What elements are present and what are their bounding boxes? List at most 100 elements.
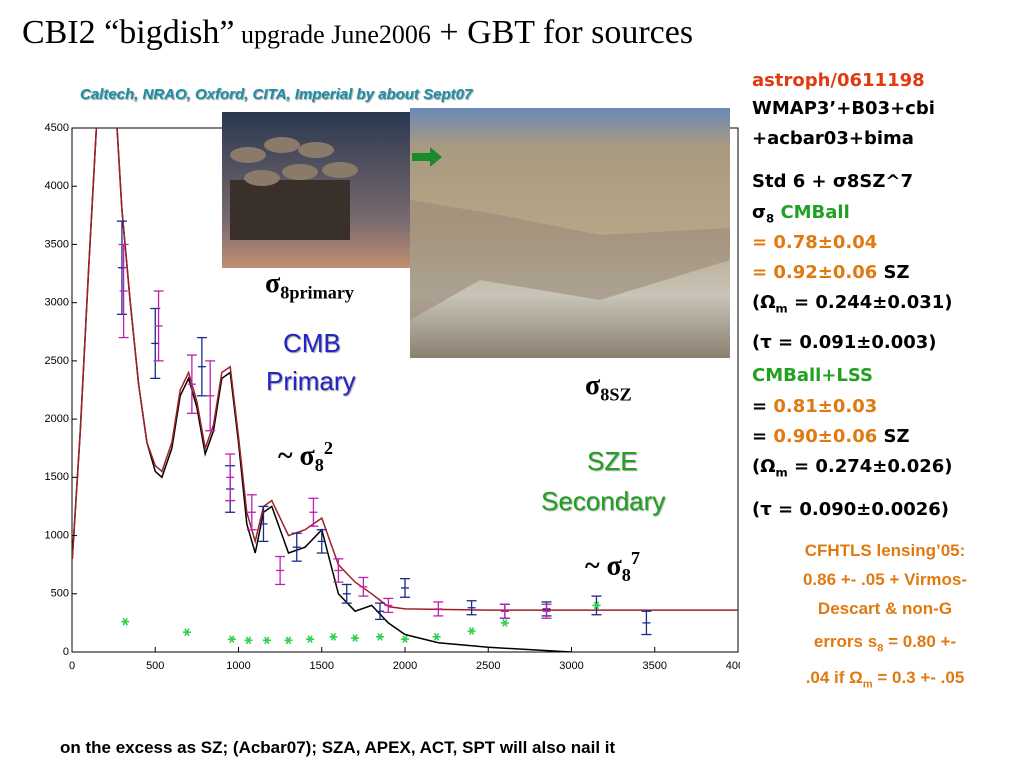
x-tick-label: 3500 [643, 660, 667, 672]
telescope-dishes [230, 137, 358, 240]
text-part: + GBT for sources [430, 14, 694, 51]
text-part: 0.86 +- .05 + Virmos- [802, 570, 968, 589]
error-bar [641, 610, 652, 636]
text-part: astroph/0611198 [752, 70, 925, 91]
error-bar [275, 555, 286, 586]
x-tick-label: 3000 [559, 660, 583, 672]
text-part: m [775, 301, 788, 316]
text-part: .04 if Ω [805, 668, 863, 687]
lensing-line: Descart & non-G [750, 599, 1020, 619]
star-marker [227, 635, 236, 644]
text-part: Std 6 + σ8SZ^7 [752, 171, 914, 192]
text-part: m [775, 465, 788, 480]
star-marker [401, 635, 409, 644]
text-part: = 0.92±0.06 [752, 262, 878, 283]
error-bar [291, 532, 302, 562]
panel-line: astroph/0611198 [752, 70, 925, 91]
x-tick-label: 1000 [226, 660, 250, 672]
lensing-line: .04 if Ωm = 0.3 +- .05 [750, 668, 1020, 690]
lensing-line: errors s8 = 0.80 +- [750, 632, 1020, 654]
text-part: upgrade June2006 [234, 20, 431, 49]
footer: on the excess as SZ; (Acbar07); SZA, APE… [60, 738, 616, 757]
star-marker [500, 619, 509, 627]
subtitle: Caltech, NRAO, Oxford, CITA, Imperial by… [80, 86, 473, 103]
text-part: 0.90±0.06 [773, 426, 878, 447]
curve [72, 128, 738, 611]
text-part: SZ [877, 426, 910, 447]
lensing-line: 0.86 +- .05 + Virmos- [750, 570, 1020, 590]
text-part: = [752, 426, 774, 447]
panel-line: (Ωm = 0.274±0.026) [752, 456, 953, 480]
error-bar [150, 307, 161, 380]
text-part: CFHTLS lensing’05: [804, 541, 966, 560]
y-tick-label: 500 [51, 588, 69, 600]
site-hills [410, 200, 730, 320]
star-marker [244, 636, 253, 645]
panel-line: = 0.90±0.06 SZ [752, 426, 910, 447]
panel-line: +acbar03+bima [752, 128, 914, 149]
error-bar [316, 529, 327, 554]
panel-line: = 0.81±0.03 [752, 396, 877, 417]
text-part: = 0.80 +- [883, 632, 957, 651]
text-part: errors s [813, 632, 878, 651]
text-part: SZE [587, 446, 638, 476]
annotation: σ8primary [265, 268, 354, 304]
y-tick-label: 2500 [45, 355, 69, 367]
error-bar [541, 603, 552, 619]
error-bar [205, 360, 216, 432]
panel-line: WMAP3’+B03+cbi [752, 98, 935, 119]
text-part: = 0.274±0.026) [787, 456, 953, 477]
text-part: CBI2 “bigdish” [22, 14, 235, 51]
text-part: 8SZ [600, 384, 632, 405]
annotation: Secondary [541, 486, 665, 517]
annotation: σ8SZ [585, 370, 632, 406]
text-part: CMBall+LSS [752, 365, 873, 386]
x-tick-label: 500 [146, 660, 164, 672]
text-part: (Ω [752, 456, 776, 477]
star-marker [351, 634, 360, 642]
star-marker [467, 627, 476, 635]
panel-line: = 0.78±0.04 [752, 232, 877, 253]
error-bar [186, 354, 197, 414]
star-marker [329, 632, 338, 641]
panel-line: CMBall+LSS [752, 365, 873, 386]
text-part: 8 [766, 211, 775, 226]
x-tick-label: 1500 [310, 660, 334, 672]
panel-line: σ8 CMBall [752, 202, 850, 226]
y-tick-label: 3000 [45, 297, 69, 309]
error-bar [225, 453, 236, 502]
text-part: ~ σ [585, 550, 622, 582]
y-tick-label: 1500 [45, 471, 69, 483]
y-tick-label: 4000 [45, 180, 69, 192]
text-part: CMB [283, 328, 341, 358]
panel-line: (Ωm = 0.244±0.031) [752, 292, 953, 316]
annotation: SZE [587, 446, 638, 477]
text-part: = 0.78±0.04 [752, 232, 878, 253]
star-marker [182, 628, 191, 637]
text-part: 8primary [280, 282, 354, 303]
text-part: SZ [877, 262, 910, 283]
text-part: Descart & non-G [817, 599, 953, 618]
panel-line: = 0.92±0.06 SZ [752, 262, 910, 283]
star-marker [592, 601, 601, 610]
error-bar [333, 558, 344, 583]
text-part: σ [585, 370, 601, 401]
x-tick-label: 2500 [476, 660, 500, 672]
text-part: +acbar03+bima [752, 128, 914, 149]
panel-line: (τ = 0.090±0.0026) [752, 499, 949, 520]
error-bar [358, 576, 369, 597]
star-marker [284, 636, 293, 645]
text-part: = [752, 396, 774, 417]
star-marker [376, 632, 385, 641]
annotation: Primary [266, 366, 356, 397]
y-tick-label: 1000 [45, 529, 69, 541]
error-bar [246, 494, 257, 531]
error-bar [400, 577, 410, 598]
text-part: σ [752, 202, 767, 223]
text-part: (τ = 0.091±0.003) [752, 332, 937, 353]
error-bar [499, 603, 510, 619]
annotation: ~ σ82 [278, 438, 333, 476]
annotation: CMB [283, 328, 341, 359]
y-tick-label: 4500 [45, 122, 69, 134]
error-bar [341, 583, 352, 604]
